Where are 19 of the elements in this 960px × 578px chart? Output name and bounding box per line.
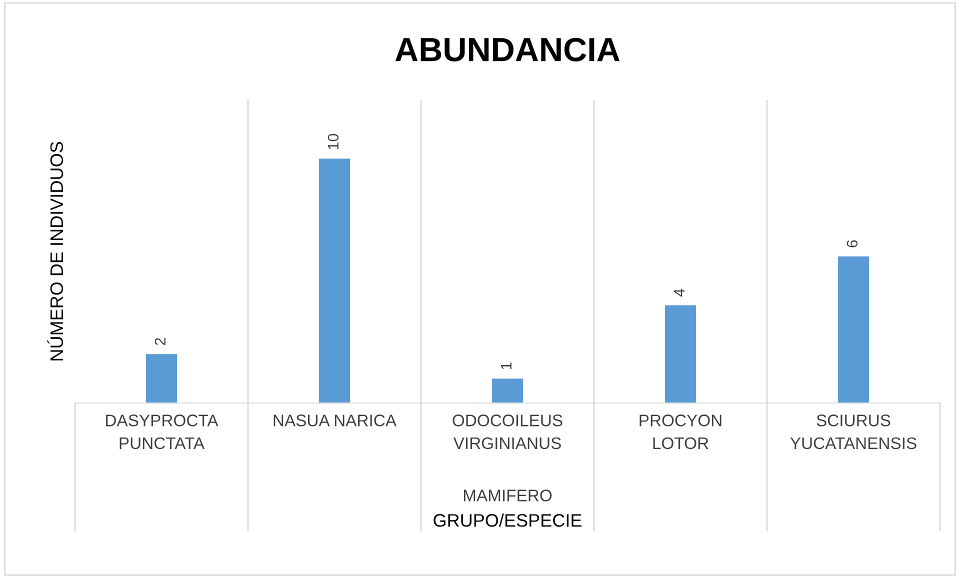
bar (318, 158, 350, 403)
x-tick-label: NASUA NARICA (274, 414, 397, 426)
x-tick-label: SCIURUS YUCATANENSIS (790, 414, 916, 450)
data-label: 1 (500, 362, 512, 370)
bar (492, 378, 524, 403)
y-axis-title: NÚMERO DE INDIVIDUOS (47, 142, 64, 360)
x-tick-label: PROCYON LOTOR (640, 414, 722, 450)
x-tick-label: ODOCOILEUS VIRGINIANUS (452, 414, 562, 450)
data-label: 2 (154, 338, 166, 346)
chart-title: ABUNDANCIA (395, 38, 620, 62)
bar (664, 305, 696, 403)
bar (146, 354, 178, 403)
data-label: 4 (674, 288, 684, 297)
x-axis-title: GRUPO/ESPECIE (434, 514, 582, 527)
data-label: 6 (846, 240, 858, 248)
text: MAMIFERO (464, 490, 552, 502)
x-tick-label: DASYPROCTA PUNCTATA (106, 414, 218, 450)
data-label: 10 (328, 134, 339, 150)
bar (838, 256, 870, 403)
